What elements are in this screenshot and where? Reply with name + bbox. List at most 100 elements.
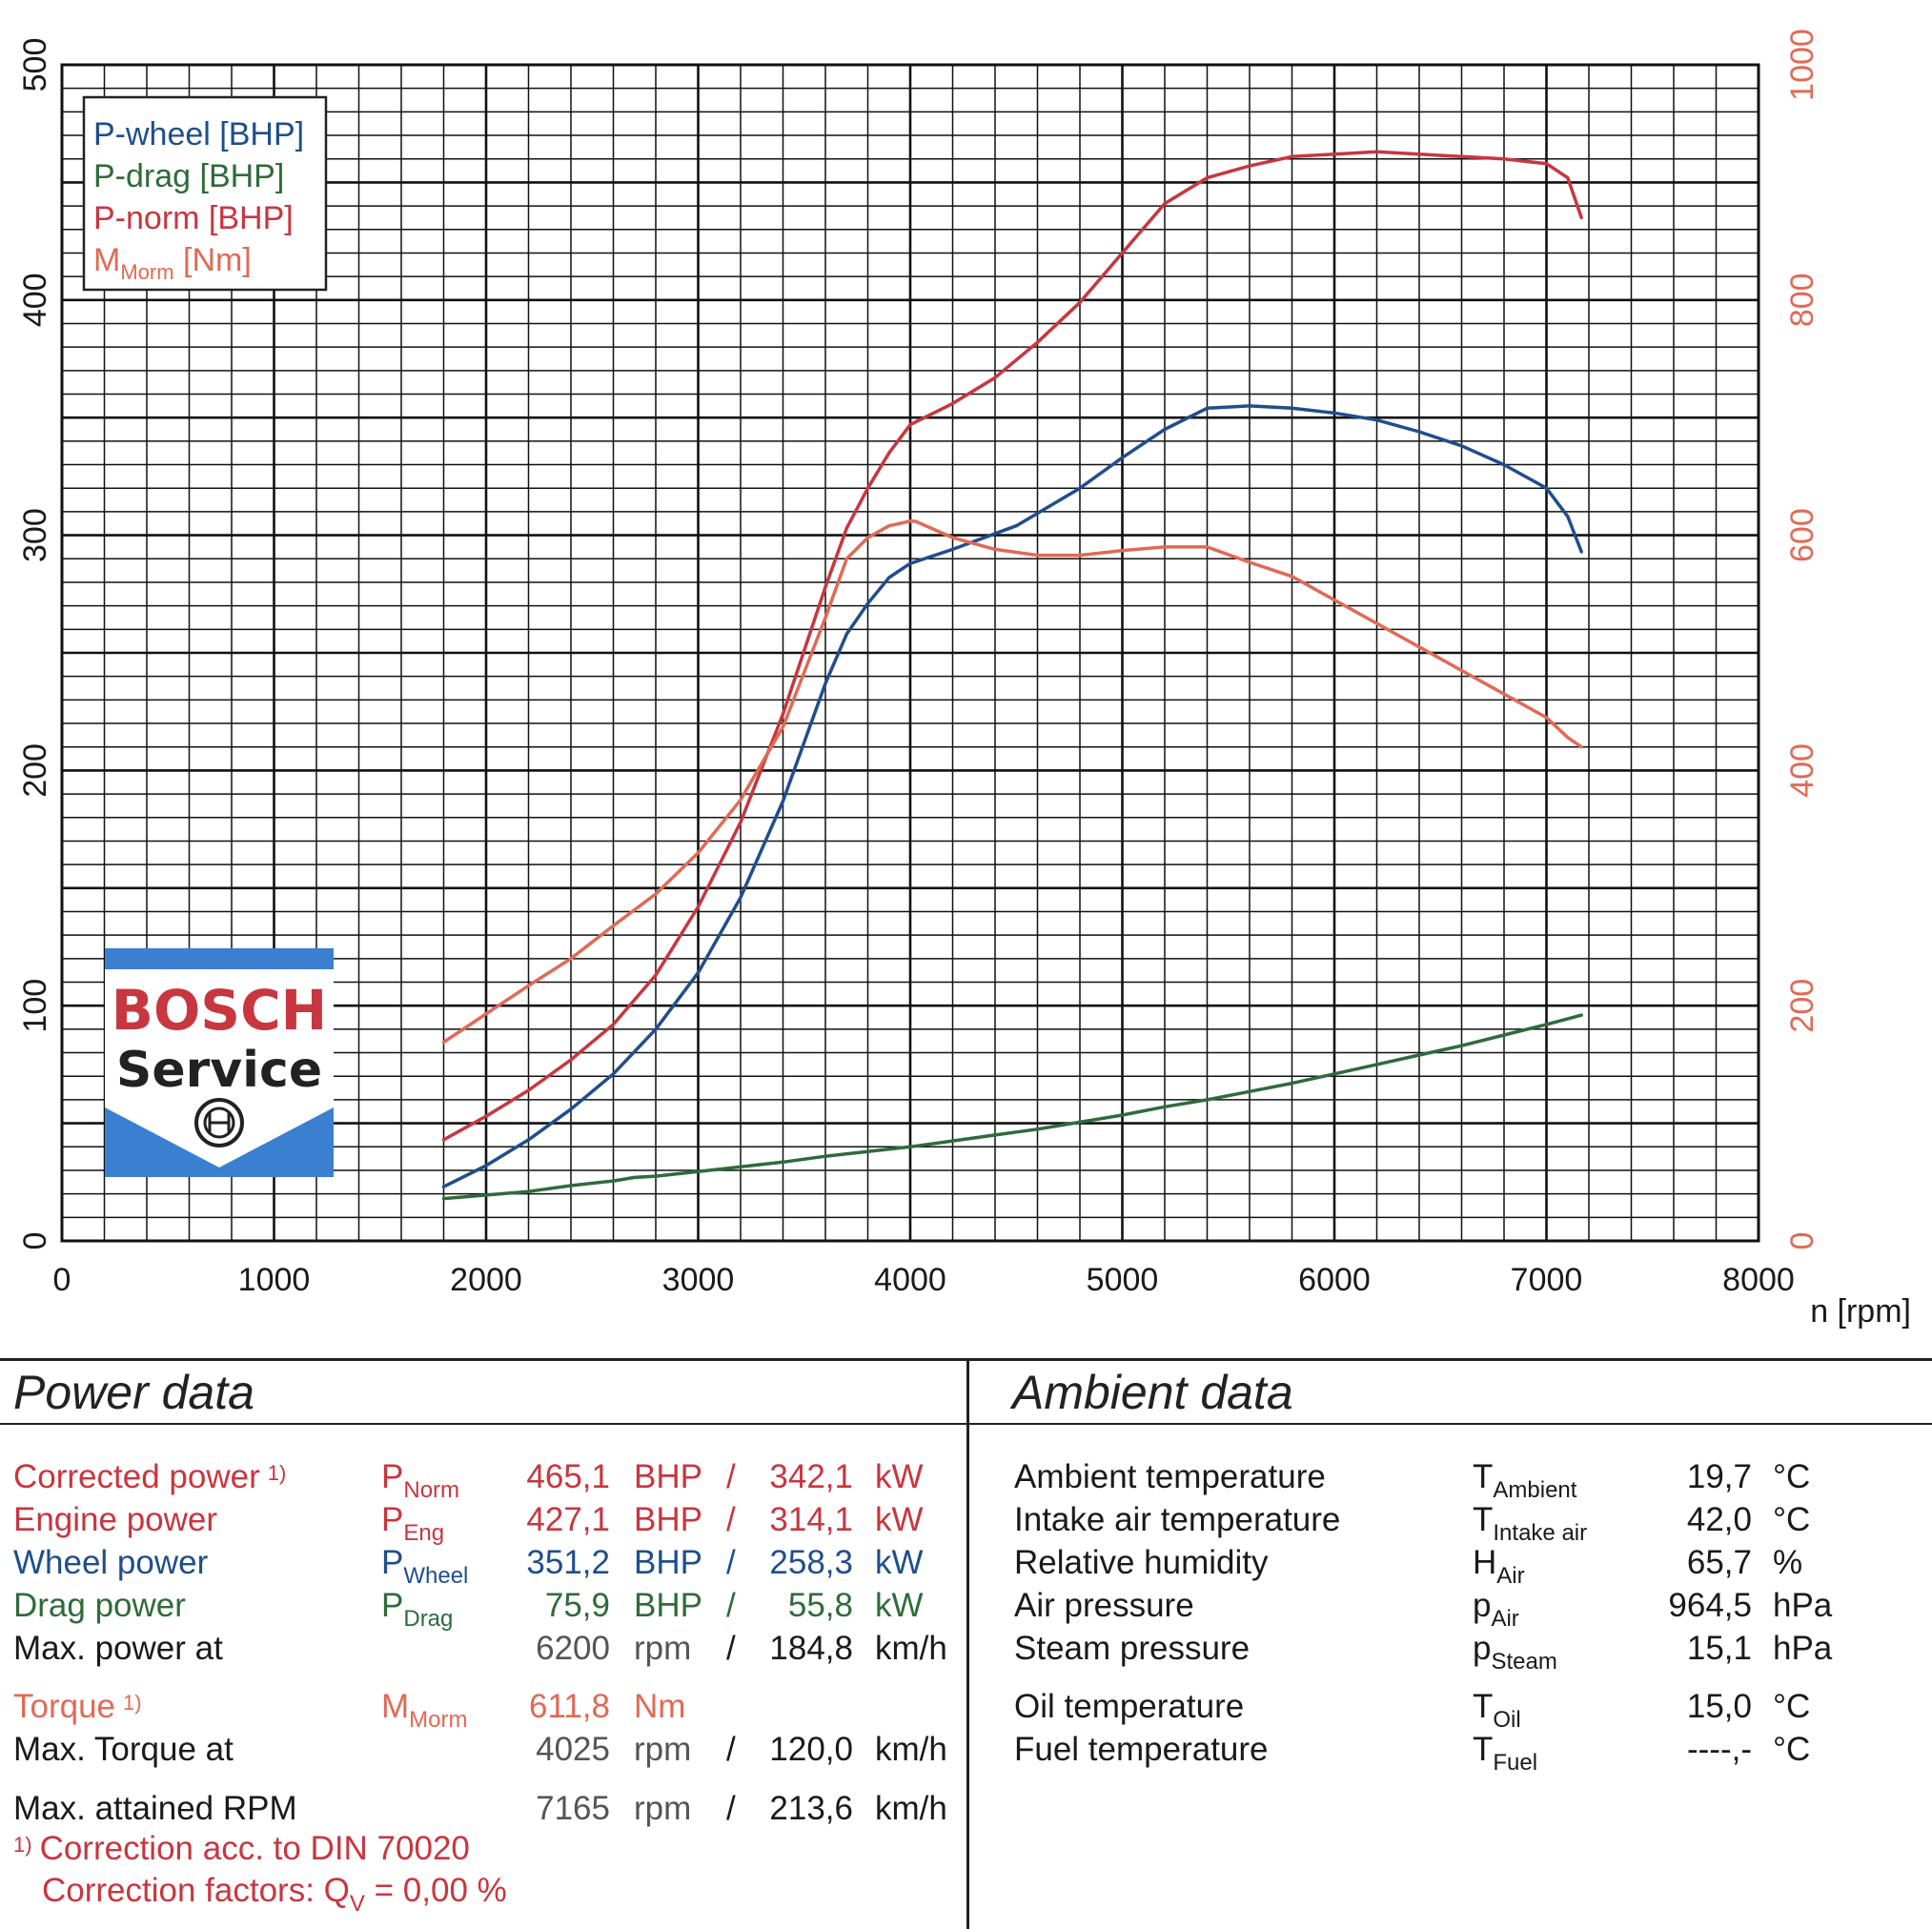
chart-legend: P-wheel [BHP]P-drag [BHP]P-norm [BHP]MMo…	[82, 95, 328, 292]
power-row-unit2: km/h	[875, 1790, 947, 1827]
power-row-value: 4025	[536, 1731, 610, 1768]
power-row-value2: 55,8	[787, 1587, 853, 1624]
power-row-label: Corrected power 1)	[13, 1458, 287, 1495]
ambient-row-label: Relative humidity	[1014, 1544, 1269, 1581]
y-right-tick-label: 400	[1784, 743, 1820, 798]
power-row-symbol: PWheel	[381, 1544, 469, 1589]
power-row-label: Drag power	[13, 1587, 186, 1624]
power-row-value2: 213,6	[769, 1790, 853, 1827]
y-left-tick-label: 100	[17, 979, 53, 1033]
ambient-row-label: Steam pressure	[1014, 1630, 1251, 1667]
y-right-tick-label: 0	[1784, 1232, 1820, 1250]
legend-entry: P-norm [BHP]	[93, 200, 294, 236]
power-row-value: 7165	[536, 1790, 610, 1827]
power-row-unit: Nm	[634, 1688, 686, 1725]
power-row-symbol: MMorm	[381, 1688, 468, 1733]
logo-service-text: Service	[116, 1042, 322, 1099]
ambient-row-value: 65,7	[1686, 1544, 1752, 1581]
x-tick-label: 1000	[238, 1262, 311, 1298]
table-top-border	[0, 1358, 1932, 1361]
legend-box	[82, 95, 328, 292]
footnote-line-2: Correction factors: QV = 0,00 %	[42, 1872, 507, 1917]
power-row-unit: rpm	[634, 1630, 692, 1667]
power-row-separator: /	[726, 1458, 736, 1495]
ambient-row-label: Air pressure	[1014, 1587, 1194, 1624]
power-row-value2: 314,1	[769, 1501, 853, 1538]
power-row-unit: BHP	[634, 1587, 702, 1624]
power-row-unit: BHP	[634, 1501, 702, 1538]
ambient-row-unit: hPa	[1773, 1587, 1833, 1624]
power-row-separator: /	[726, 1544, 736, 1581]
x-tick-label: 4000	[874, 1262, 946, 1298]
series-line	[441, 150, 1583, 1142]
y-right-tick-label: 800	[1784, 273, 1820, 327]
x-tick-label: 7000	[1511, 1262, 1583, 1298]
ambient-row-value: 964,5	[1668, 1587, 1752, 1624]
series-line	[441, 519, 1583, 1045]
ambient-data-title: Ambient data	[1012, 1366, 1293, 1419]
plot-frame	[60, 63, 1760, 1243]
x-tick-label: 0	[53, 1262, 71, 1298]
logo-top-bar	[105, 948, 334, 969]
ambient-row-value: 19,7	[1686, 1458, 1752, 1495]
power-row-value2: 258,3	[769, 1544, 853, 1581]
power-data-title: Power data	[13, 1366, 254, 1419]
legend-entry: P-drag [BHP]	[93, 158, 284, 194]
y-left-tick-label: 300	[17, 508, 53, 562]
y-left-tick-label: 400	[17, 273, 53, 327]
logo-brand-text: BOSCH	[112, 978, 327, 1043]
power-row-separator: /	[726, 1630, 736, 1667]
power-row-label: Torque 1)	[13, 1688, 142, 1725]
power-row-separator: /	[726, 1501, 736, 1538]
ambient-row-label: Ambient temperature	[1014, 1458, 1326, 1495]
ambient-row-symbol: pAir	[1473, 1587, 1519, 1632]
power-row-value2: 184,8	[769, 1630, 853, 1667]
ambient-row-symbol: TIntake air	[1473, 1501, 1588, 1546]
ambient-row-unit: °C	[1773, 1688, 1811, 1725]
logo-chevron	[105, 1107, 334, 1177]
x-tick-label: 3000	[662, 1262, 735, 1298]
power-row-unit: BHP	[634, 1544, 702, 1581]
y-left-tick-label: 200	[17, 743, 53, 798]
power-row-symbol: PEng	[381, 1501, 445, 1546]
power-row-label: Max. power at	[13, 1630, 223, 1667]
power-row-unit: rpm	[634, 1731, 692, 1768]
ambient-row-unit: %	[1773, 1544, 1803, 1581]
series-line	[441, 1013, 1583, 1201]
y-right-tick-label: 1000	[1784, 29, 1820, 101]
ambient-row-label: Fuel temperature	[1014, 1731, 1269, 1768]
ambient-row-label: Oil temperature	[1014, 1688, 1245, 1725]
table-divider	[966, 1358, 969, 1929]
x-tick-label: 5000	[1087, 1262, 1159, 1298]
ambient-row-unit: hPa	[1773, 1630, 1833, 1667]
ambient-row-label: Intake air temperature	[1014, 1501, 1341, 1538]
ambient-row-value: ----,-	[1686, 1731, 1752, 1768]
power-row-separator: /	[726, 1731, 736, 1768]
power-row-symbol: PNorm	[381, 1458, 460, 1503]
power-row-label: Max. attained RPM	[13, 1790, 297, 1827]
y-left-tick-label: 500	[17, 38, 53, 92]
ambient-row-unit: °C	[1773, 1731, 1811, 1768]
legend-entry: P-wheel [BHP]	[93, 116, 304, 152]
ambient-row-symbol: TAmbient	[1473, 1458, 1577, 1503]
ambient-row-symbol: HAir	[1473, 1544, 1525, 1589]
x-axis-label: n [rpm]	[1810, 1293, 1911, 1330]
series-line	[441, 404, 1583, 1188]
x-tick-label: 6000	[1298, 1262, 1371, 1298]
power-row-label: Engine power	[13, 1501, 218, 1538]
power-row-value: 465,1	[526, 1458, 610, 1495]
ambient-row-value: 42,0	[1686, 1501, 1752, 1538]
power-row-unit2: kW	[875, 1544, 924, 1581]
ambient-row-symbol: TOil	[1473, 1688, 1521, 1733]
power-row-label: Max. Torque at	[13, 1731, 234, 1768]
x-tick-label: 8000	[1722, 1262, 1795, 1298]
power-row-value: 351,2	[526, 1544, 610, 1581]
power-row-value: 6200	[536, 1630, 610, 1667]
ambient-row-unit: °C	[1773, 1501, 1811, 1538]
y-left-tick-label: 0	[17, 1232, 53, 1250]
bosch-service-logo: BOSCH Service	[105, 948, 334, 1177]
ambient-row-symbol: TFuel	[1473, 1731, 1538, 1776]
y-right-tick-label: 200	[1784, 979, 1820, 1033]
